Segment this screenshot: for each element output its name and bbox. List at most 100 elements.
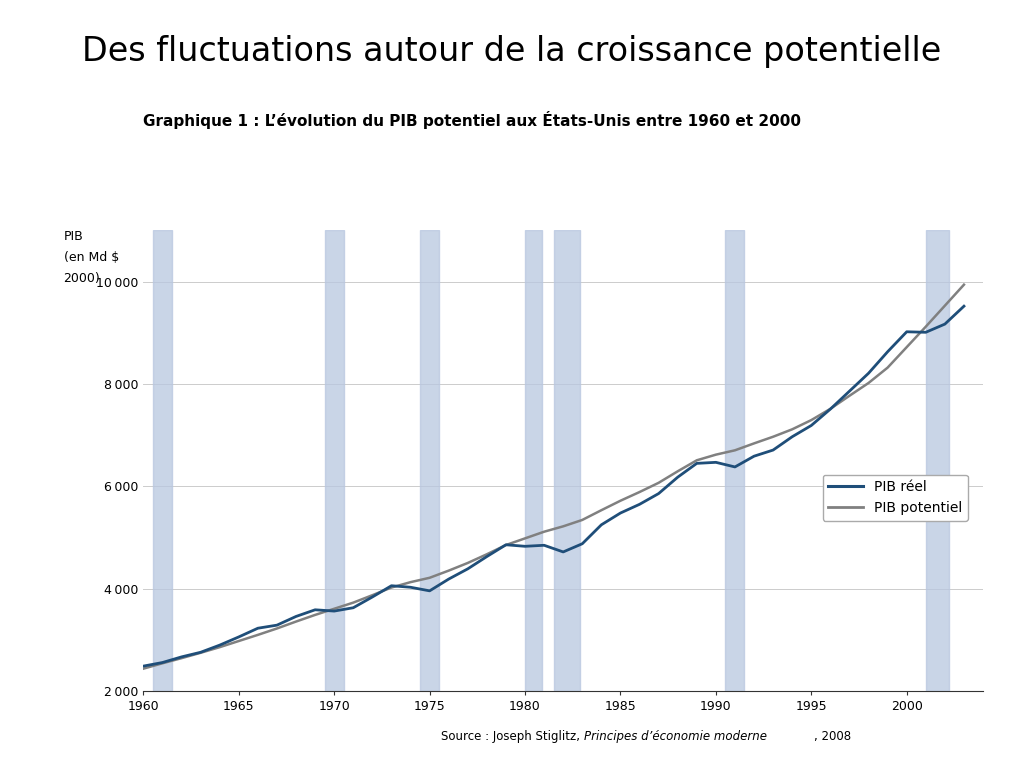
PIB réel bbox=[309, 605, 322, 614]
PIB potentiel bbox=[844, 391, 856, 400]
PIB potentiel bbox=[652, 478, 665, 488]
PIB potentiel bbox=[347, 598, 359, 607]
PIB réel bbox=[137, 661, 150, 670]
PIB potentiel bbox=[385, 583, 397, 592]
PIB réel bbox=[652, 489, 665, 498]
PIB potentiel bbox=[252, 631, 264, 640]
PIB réel bbox=[500, 540, 512, 549]
PIB réel bbox=[367, 592, 379, 601]
PIB réel bbox=[385, 581, 397, 591]
PIB réel bbox=[748, 452, 760, 461]
PIB potentiel bbox=[824, 404, 837, 413]
PIB réel bbox=[786, 432, 799, 442]
Text: (en Md $: (en Md $ bbox=[63, 251, 119, 264]
PIB potentiel bbox=[195, 648, 207, 657]
PIB potentiel bbox=[577, 515, 589, 525]
PIB réel bbox=[424, 586, 436, 595]
PIB potentiel bbox=[710, 450, 722, 459]
Bar bbox=[525, 230, 543, 691]
PIB potentiel bbox=[137, 664, 150, 674]
PIB potentiel bbox=[786, 425, 799, 434]
PIB potentiel bbox=[729, 445, 741, 455]
Bar bbox=[725, 230, 744, 691]
PIB réel bbox=[957, 302, 970, 311]
PIB réel bbox=[442, 574, 455, 584]
PIB potentiel bbox=[500, 541, 512, 550]
PIB potentiel bbox=[290, 617, 302, 626]
PIB potentiel bbox=[557, 521, 569, 531]
Text: PIB: PIB bbox=[63, 230, 83, 243]
PIB réel bbox=[882, 347, 894, 356]
PIB réel bbox=[577, 539, 589, 548]
PIB réel bbox=[690, 458, 702, 468]
PIB potentiel bbox=[672, 467, 684, 476]
Text: Principes d’économie moderne: Principes d’économie moderne bbox=[584, 730, 767, 743]
PIB potentiel bbox=[939, 301, 951, 310]
Line: PIB réel: PIB réel bbox=[143, 306, 964, 666]
PIB réel bbox=[232, 632, 245, 641]
Text: Des fluctuations autour de la croissance potentielle: Des fluctuations autour de la croissance… bbox=[82, 35, 942, 68]
PIB potentiel bbox=[690, 455, 702, 465]
PIB réel bbox=[404, 583, 417, 592]
Bar bbox=[325, 230, 344, 691]
PIB potentiel bbox=[748, 439, 760, 448]
Bar bbox=[554, 230, 581, 691]
PIB potentiel bbox=[367, 591, 379, 600]
PIB potentiel bbox=[309, 611, 322, 620]
PIB réel bbox=[538, 541, 550, 550]
PIB potentiel bbox=[614, 496, 627, 505]
Legend: PIB réel, PIB potentiel: PIB réel, PIB potentiel bbox=[822, 475, 968, 521]
PIB réel bbox=[710, 458, 722, 467]
Bar bbox=[153, 230, 172, 691]
PIB réel bbox=[328, 607, 340, 616]
Line: PIB potentiel: PIB potentiel bbox=[143, 285, 964, 669]
PIB réel bbox=[290, 612, 302, 621]
PIB potentiel bbox=[175, 654, 187, 663]
PIB réel bbox=[347, 603, 359, 612]
Bar bbox=[420, 230, 439, 691]
PIB potentiel bbox=[480, 550, 493, 559]
PIB potentiel bbox=[767, 432, 779, 442]
PIB réel bbox=[920, 328, 932, 337]
PIB potentiel bbox=[328, 604, 340, 614]
PIB réel bbox=[939, 319, 951, 329]
PIB réel bbox=[672, 472, 684, 482]
PIB réel bbox=[900, 327, 912, 336]
PIB potentiel bbox=[519, 534, 531, 543]
PIB réel bbox=[480, 552, 493, 561]
PIB réel bbox=[862, 369, 874, 378]
PIB réel bbox=[252, 624, 264, 633]
PIB potentiel bbox=[900, 343, 912, 352]
PIB réel bbox=[614, 508, 627, 518]
PIB potentiel bbox=[462, 558, 474, 568]
PIB potentiel bbox=[270, 624, 283, 633]
PIB potentiel bbox=[882, 363, 894, 372]
Text: , 2008: , 2008 bbox=[814, 730, 851, 743]
PIB réel bbox=[175, 652, 187, 661]
Text: Graphique 1 : L’évolution du PIB potentiel aux États-Unis entre 1960 et 2000: Graphique 1 : L’évolution du PIB potenti… bbox=[143, 111, 802, 129]
PIB réel bbox=[214, 641, 226, 650]
PIB potentiel bbox=[404, 578, 417, 587]
PIB potentiel bbox=[232, 637, 245, 646]
PIB réel bbox=[844, 386, 856, 396]
Text: 2000): 2000) bbox=[63, 272, 100, 285]
PIB réel bbox=[824, 405, 837, 414]
Text: Source : Joseph Stiglitz,: Source : Joseph Stiglitz, bbox=[441, 730, 584, 743]
PIB réel bbox=[195, 647, 207, 657]
PIB réel bbox=[557, 548, 569, 557]
PIB réel bbox=[519, 541, 531, 551]
PIB potentiel bbox=[157, 659, 169, 668]
PIB potentiel bbox=[805, 415, 817, 425]
PIB réel bbox=[767, 445, 779, 455]
PIB potentiel bbox=[442, 566, 455, 575]
PIB potentiel bbox=[634, 488, 646, 497]
PIB potentiel bbox=[957, 280, 970, 290]
PIB potentiel bbox=[862, 379, 874, 388]
PIB potentiel bbox=[538, 527, 550, 536]
Bar bbox=[926, 230, 948, 691]
PIB potentiel bbox=[920, 322, 932, 331]
PIB réel bbox=[462, 564, 474, 574]
PIB réel bbox=[805, 421, 817, 430]
PIB potentiel bbox=[595, 505, 607, 515]
PIB réel bbox=[270, 621, 283, 630]
